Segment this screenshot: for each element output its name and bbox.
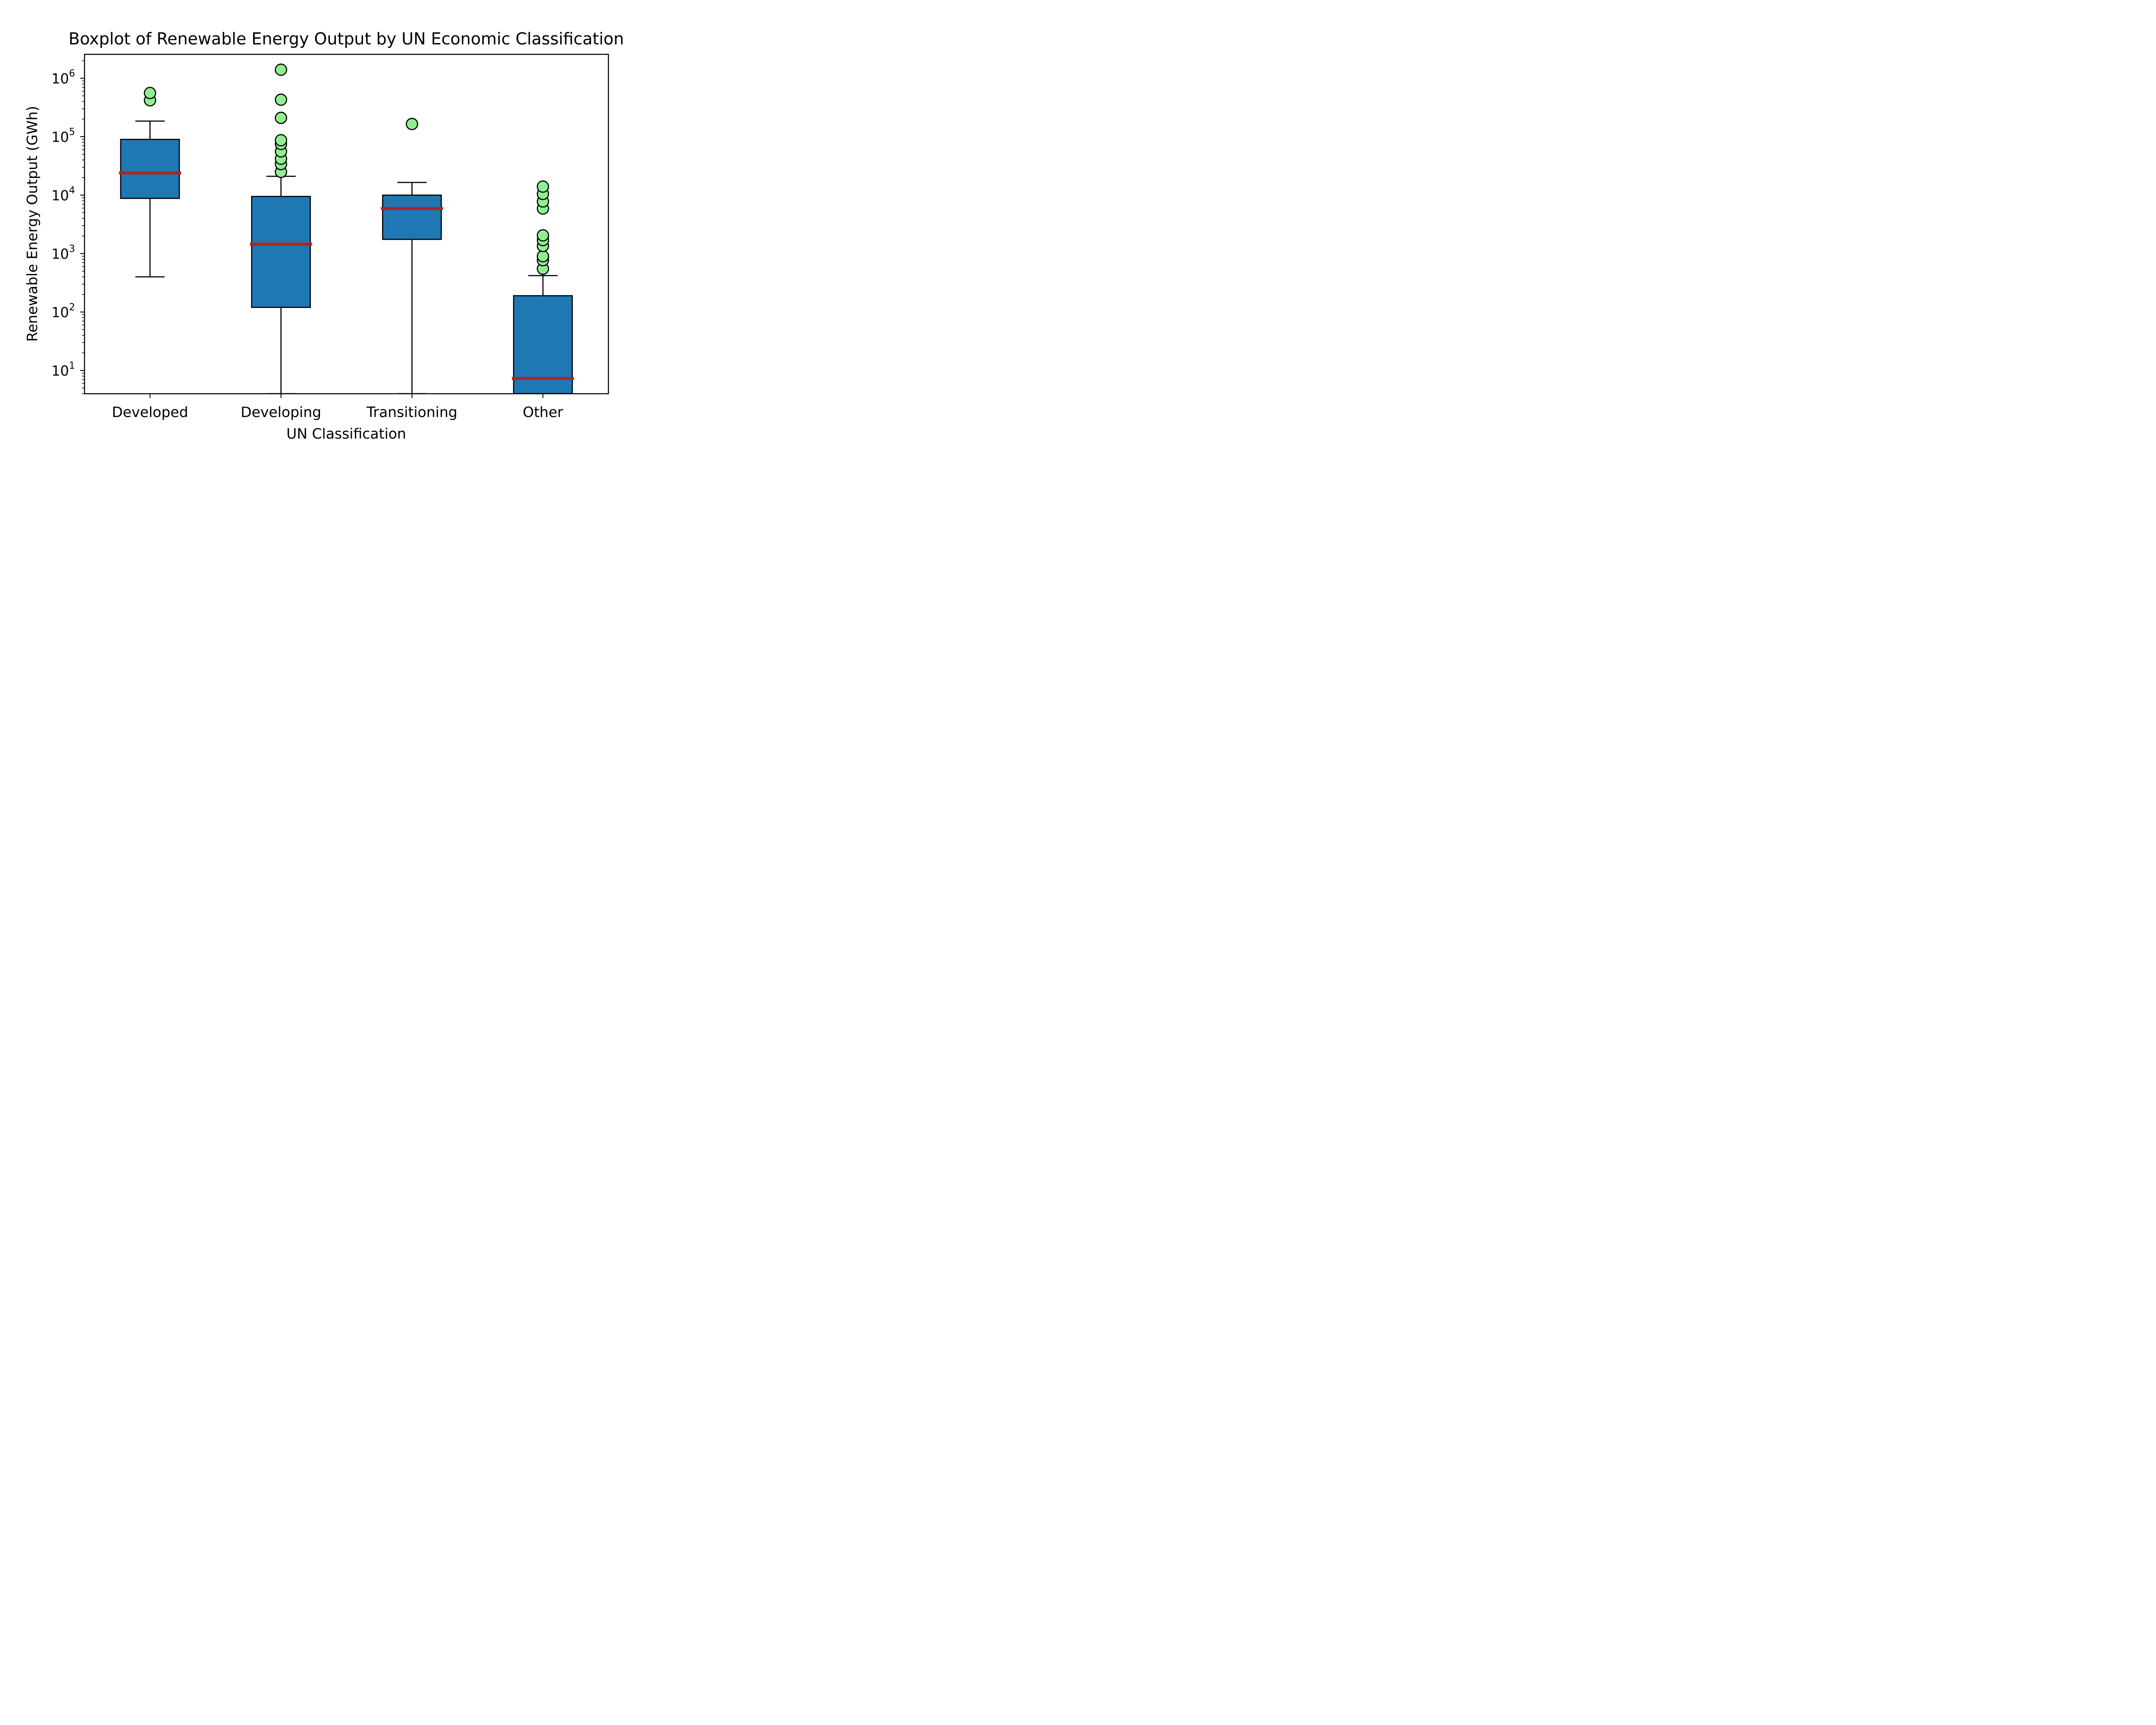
y-axis-label: Renewable Energy Output (GWh) xyxy=(24,106,41,342)
outlier-point xyxy=(536,250,549,263)
x-tick-label: Developing xyxy=(241,404,321,420)
iqr-box xyxy=(382,194,442,240)
plot-frame xyxy=(84,53,609,395)
outlier-point xyxy=(536,180,549,193)
y-tick-label: 104 xyxy=(51,185,75,204)
box-group-developed xyxy=(119,87,181,278)
outlier-point xyxy=(275,93,287,106)
x-axis-label: UN Classification xyxy=(286,425,406,442)
y-tick-label: 101 xyxy=(51,361,75,379)
y-tick-label: 105 xyxy=(51,127,75,145)
y-tick-label: 102 xyxy=(51,302,75,321)
chart-title: Boxplot of Renewable Energy Output by UN… xyxy=(69,29,624,48)
outlier-point xyxy=(275,112,287,124)
y-tick-label: 106 xyxy=(51,69,75,87)
x-axis: Developed Developing Transitioning Other xyxy=(112,394,563,420)
iqr-box xyxy=(120,138,180,199)
box-group-transitioning xyxy=(381,118,443,394)
outlier-point xyxy=(144,87,157,99)
x-tick-label: Developed xyxy=(112,404,188,420)
outlier-point xyxy=(536,229,549,242)
y-axis: 101 102 103 104 105 106 xyxy=(51,60,85,394)
plot-layer xyxy=(119,63,574,394)
outlier-point xyxy=(275,63,287,76)
outlier-point xyxy=(406,118,418,130)
box-group-developing xyxy=(250,63,312,394)
y-tick-label: 103 xyxy=(51,244,75,262)
x-tick-label: Transitioning xyxy=(366,404,458,420)
x-tick-label: Other xyxy=(523,404,563,420)
box-group-other xyxy=(512,180,574,394)
iqr-box xyxy=(251,196,311,308)
outlier-point xyxy=(275,134,287,147)
boxplot-chart: Boxplot of Renewable Energy Output by UN… xyxy=(24,29,624,442)
